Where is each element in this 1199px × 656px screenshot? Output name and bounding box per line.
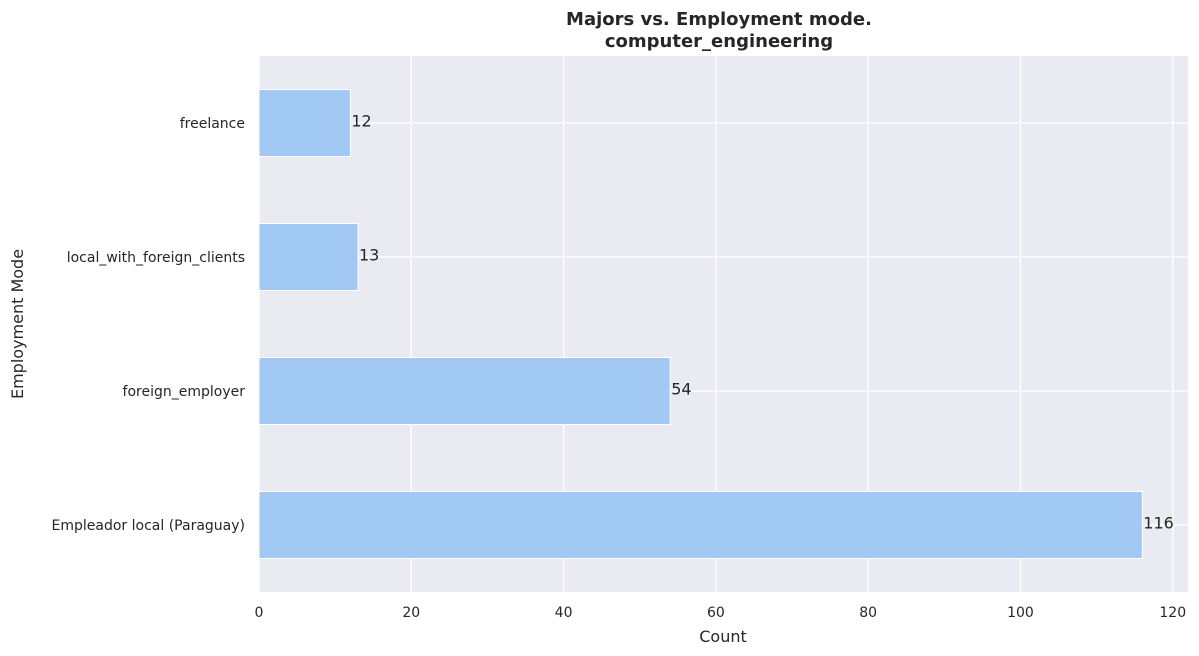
- x-axis-ticks: 0 20 40 60 80 100 120: [255, 605, 1187, 621]
- y-tick-label: Empleador local (Paraguay): [52, 518, 245, 534]
- bar-value-label: 116: [1143, 514, 1174, 533]
- x-tick-label: 0: [255, 605, 264, 621]
- y-tick-label: foreign_employer: [123, 384, 246, 400]
- x-axis-label: Count: [699, 627, 747, 646]
- bar-local-with-foreign-clients: [258, 223, 359, 291]
- x-tick-label: 100: [1007, 605, 1034, 621]
- y-axis-label: Employment Mode: [8, 249, 27, 399]
- x-tick-label: 20: [402, 605, 420, 621]
- y-tick-label: local_with_foreign_clients: [67, 250, 245, 266]
- x-tick-label: 40: [555, 605, 573, 621]
- bars: [258, 89, 1143, 559]
- chart-subtitle: computer_engineering: [605, 31, 833, 52]
- bar-value-labels: 12 13 54 116: [351, 112, 1173, 533]
- x-tick-label: 60: [707, 605, 725, 621]
- bar-value-label: 12: [351, 112, 371, 131]
- bar-foreign-employer: [258, 357, 671, 425]
- chart-title: Majors vs. Employment mode.: [566, 9, 872, 30]
- x-tick-label: 80: [859, 605, 877, 621]
- bar-value-label: 54: [671, 380, 691, 399]
- bar-freelance: [258, 89, 351, 157]
- x-tick-label: 120: [1159, 605, 1186, 621]
- bar-empleador-local-paraguay: [258, 491, 1143, 559]
- bar-value-label: 13: [359, 246, 379, 265]
- y-axis-ticks: freelance local_with_foreign_clientsforei…: [52, 116, 246, 534]
- y-tick-label: freelance: [180, 116, 245, 132]
